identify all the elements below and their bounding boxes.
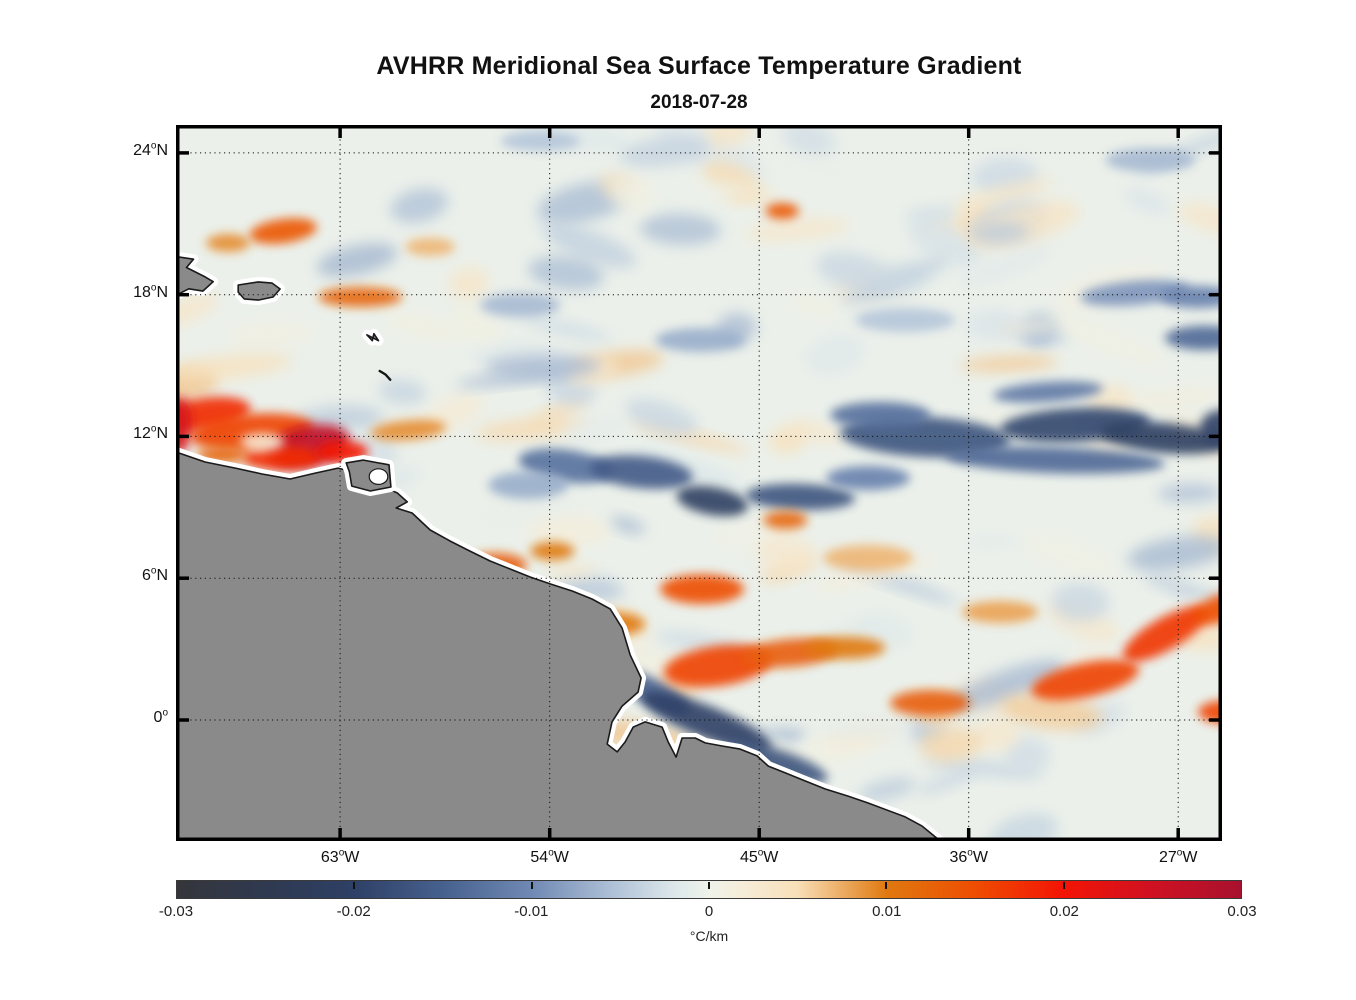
colorbar-tick-labels: -0.03 -0.02 -0.01 0 0.01 0.02 0.03 [159,903,1257,923]
map-layers [176,125,1222,841]
trinidad-gulf-notch [368,468,389,486]
land-masses [176,251,946,841]
colorbar-tick [1062,882,1065,889]
map-svg [176,125,1222,841]
axis-ticks [178,127,1220,839]
hispaniola_east-landmass [176,255,214,296]
chart-subtitle: 2018-07-28 [650,92,748,113]
colorbar-label--0.03: -0.03 [158,903,194,920]
islet_bowtie-landmass [366,332,380,342]
x-tick-label-63W: 63oW [320,847,360,866]
colorbar-tick [530,882,533,889]
chart-title: AVHRR Meridional Sea Surface Temperature… [376,52,1022,80]
y-tick-label-0deg: 0o [153,707,168,726]
colorbar-label-0.03: 0.03 [1227,903,1257,920]
colorbar-unit-label: °C/km [689,928,729,944]
y-tick-label-24N: 24oN [133,140,168,159]
colorbar-gradient [176,880,1242,899]
colorbar-label-0.01: 0.01 [872,903,902,920]
colorbar: -0.03 -0.02 -0.01 0 0.01 0.02 0.03 °C/km [159,880,1257,950]
islet-dash [378,369,392,381]
x-tick-label-54W: 54oW [530,847,569,866]
colorbar-label--0.02: -0.02 [336,903,371,920]
x-tick-label-27W: 27oW [1158,847,1198,866]
colorbar-tick [353,882,356,889]
map-plot [176,125,1222,841]
colorbar-tick [885,882,888,889]
y-tick-label-6N: 6oN [141,565,168,585]
axes-border [176,125,1222,841]
y-tick-label-12N: 12oN [133,424,168,443]
puerto_rico-landmass [237,281,281,301]
y-tick-label-18N: 18oN [133,282,168,301]
colorbar-label-0.02: 0.02 [1049,903,1079,920]
colorbar-label--0.01: -0.01 [514,903,549,920]
x-tick-label-36W: 36oW [949,847,988,866]
colorbar-label-0: 0 [704,903,714,920]
colorbar-tick [708,882,710,889]
x-tick-label-45W: 45oW [739,847,779,866]
